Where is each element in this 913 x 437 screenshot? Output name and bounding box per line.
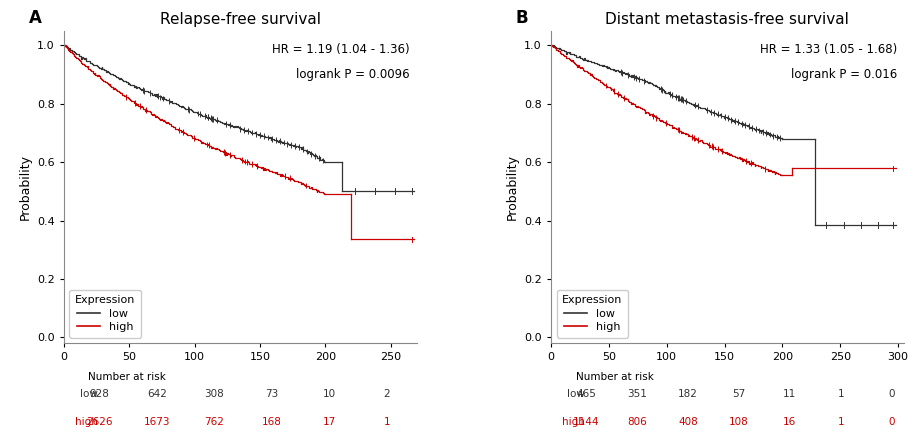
Text: 168: 168 [262, 417, 282, 427]
Text: 0: 0 [888, 417, 895, 427]
Text: 1: 1 [383, 417, 390, 427]
Text: 642: 642 [147, 389, 167, 399]
Text: 108: 108 [729, 417, 749, 427]
Text: HR = 1.33 (1.05 - 1.68): HR = 1.33 (1.05 - 1.68) [760, 43, 897, 56]
Text: 17: 17 [322, 417, 336, 427]
Text: 2626: 2626 [86, 417, 112, 427]
Text: 11: 11 [783, 389, 796, 399]
Text: 928: 928 [89, 389, 110, 399]
Text: 16: 16 [783, 417, 796, 427]
Text: 1673: 1673 [143, 417, 170, 427]
Y-axis label: Probability: Probability [506, 154, 519, 220]
Text: 1: 1 [837, 417, 845, 427]
Legend: low, high: low, high [557, 290, 628, 338]
Text: 1: 1 [837, 389, 845, 399]
Text: 806: 806 [627, 417, 647, 427]
Text: Number at risk: Number at risk [575, 372, 654, 382]
Title: Relapse-free survival: Relapse-free survival [160, 12, 320, 27]
Text: 762: 762 [205, 417, 225, 427]
Text: 10: 10 [322, 389, 336, 399]
Text: 1144: 1144 [573, 417, 600, 427]
Title: Distant metastasis-free survival: Distant metastasis-free survival [605, 12, 849, 27]
Text: HR = 1.19 (1.04 - 1.36): HR = 1.19 (1.04 - 1.36) [272, 43, 410, 56]
Text: 351: 351 [627, 389, 647, 399]
Text: 0: 0 [888, 389, 895, 399]
Text: low: low [567, 389, 584, 399]
Text: 2: 2 [383, 389, 390, 399]
Text: A: A [28, 9, 41, 27]
Text: B: B [516, 9, 529, 27]
Legend: low, high: low, high [69, 290, 141, 338]
Text: 408: 408 [678, 417, 698, 427]
Text: 73: 73 [265, 389, 278, 399]
Text: low: low [79, 389, 98, 399]
Text: logrank P = 0.0096: logrank P = 0.0096 [296, 68, 410, 81]
Text: high: high [561, 417, 584, 427]
Text: Number at risk: Number at risk [89, 372, 166, 382]
Text: 182: 182 [678, 389, 698, 399]
Text: high: high [75, 417, 98, 427]
Text: 465: 465 [576, 389, 596, 399]
Text: 308: 308 [205, 389, 224, 399]
Text: 57: 57 [732, 389, 746, 399]
Text: logrank P = 0.016: logrank P = 0.016 [791, 68, 897, 81]
Y-axis label: Probability: Probability [18, 154, 32, 220]
